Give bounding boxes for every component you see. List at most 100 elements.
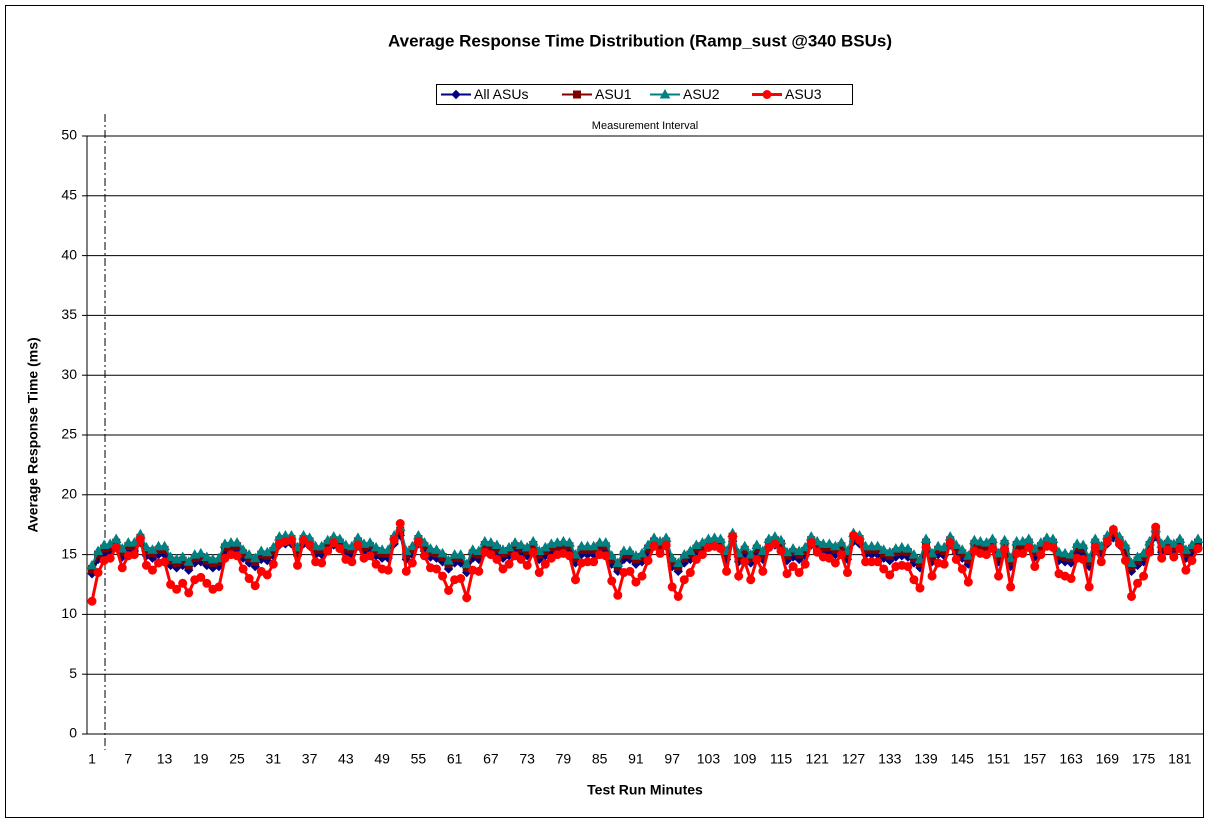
data-point xyxy=(648,532,660,542)
data-point xyxy=(299,535,309,545)
data-point xyxy=(1041,532,1053,542)
data-point xyxy=(993,547,1004,558)
data-point xyxy=(999,534,1010,545)
data-point xyxy=(794,568,804,578)
x-tick-label: 139 xyxy=(914,751,938,767)
data-point xyxy=(932,540,944,551)
data-point xyxy=(371,559,381,569)
data-point xyxy=(849,530,858,540)
x-tick-label: 1 xyxy=(88,751,96,767)
data-point xyxy=(184,588,194,598)
data-point xyxy=(195,547,207,558)
data-point xyxy=(691,554,701,564)
data-point xyxy=(135,534,145,544)
data-point xyxy=(679,575,689,585)
data-point xyxy=(625,566,635,576)
data-point xyxy=(963,577,973,587)
data-point xyxy=(87,596,97,606)
data-point xyxy=(1102,536,1112,546)
data-point xyxy=(564,551,574,561)
x-tick-label: 103 xyxy=(697,751,721,767)
chart-border xyxy=(5,5,1204,818)
data-point xyxy=(492,554,502,564)
data-point xyxy=(249,552,261,563)
data-point xyxy=(413,536,423,546)
y-tick-label: 35 xyxy=(61,306,77,322)
data-point xyxy=(673,591,683,601)
data-point xyxy=(147,565,157,575)
data-point xyxy=(842,568,852,578)
data-point xyxy=(637,571,647,581)
data-point xyxy=(1181,565,1191,575)
data-point xyxy=(836,550,846,560)
data-point xyxy=(896,541,908,552)
data-point xyxy=(1078,554,1088,564)
data-point xyxy=(1169,552,1179,562)
x-tick-label: 67 xyxy=(483,751,499,767)
data-point xyxy=(939,559,949,569)
x-tick-label: 49 xyxy=(374,751,390,767)
data-point xyxy=(589,557,599,567)
legend-label: ASU2 xyxy=(683,86,720,102)
data-point xyxy=(685,568,695,578)
data-point xyxy=(1120,556,1130,566)
data-point xyxy=(1023,533,1035,544)
data-point xyxy=(196,572,206,582)
data-point xyxy=(503,541,515,552)
data-point xyxy=(183,556,195,566)
data-point xyxy=(1174,533,1186,544)
data-point xyxy=(666,552,678,563)
x-tick-label: 181 xyxy=(1168,751,1192,767)
data-point xyxy=(824,553,834,563)
y-axis-title: Average Response Time (ms) xyxy=(25,337,41,532)
data-point xyxy=(255,545,267,556)
x-tick-label: 127 xyxy=(842,751,866,767)
data-point xyxy=(667,582,677,592)
data-point xyxy=(1005,552,1016,563)
data-point xyxy=(878,544,890,554)
data-point xyxy=(329,538,339,548)
legend-label: All ASUs xyxy=(474,86,528,102)
data-point xyxy=(1006,582,1016,592)
data-point xyxy=(799,541,811,552)
data-point xyxy=(739,540,751,551)
data-point xyxy=(1059,547,1071,558)
data-point xyxy=(509,537,521,547)
data-point xyxy=(353,540,363,550)
data-point xyxy=(1053,546,1065,557)
data-point xyxy=(521,541,533,552)
data-point xyxy=(806,538,816,548)
data-point xyxy=(485,537,497,547)
data-point xyxy=(643,556,653,566)
x-tick-label: 31 xyxy=(266,751,282,767)
legend-box xyxy=(436,84,853,105)
x-tick-label: 109 xyxy=(733,751,757,767)
data-point xyxy=(479,535,491,546)
data-point xyxy=(1024,542,1034,552)
x-tick-label: 169 xyxy=(1096,751,1120,767)
data-point xyxy=(636,547,648,558)
y-tick-label: 15 xyxy=(61,545,77,561)
data-point xyxy=(407,558,417,568)
data-point xyxy=(1192,533,1204,544)
x-tick-label: 151 xyxy=(987,751,1011,767)
data-point xyxy=(1108,524,1118,534)
x-tick-label: 13 xyxy=(157,751,173,767)
data-point xyxy=(462,593,472,603)
data-point xyxy=(534,568,544,578)
x-axis-title: Test Run Minutes xyxy=(587,782,703,798)
x-tick-label: 115 xyxy=(770,751,793,767)
data-point xyxy=(1193,544,1203,554)
data-point xyxy=(527,535,539,546)
series-line xyxy=(90,522,1200,604)
data-point xyxy=(382,544,394,554)
data-point xyxy=(498,564,508,574)
y-tick-label: 10 xyxy=(61,605,77,621)
data-point xyxy=(914,553,926,564)
data-point xyxy=(745,549,757,559)
x-tick-label: 55 xyxy=(411,751,427,767)
data-point xyxy=(758,566,768,576)
data-point xyxy=(250,581,260,591)
data-point xyxy=(401,566,411,576)
